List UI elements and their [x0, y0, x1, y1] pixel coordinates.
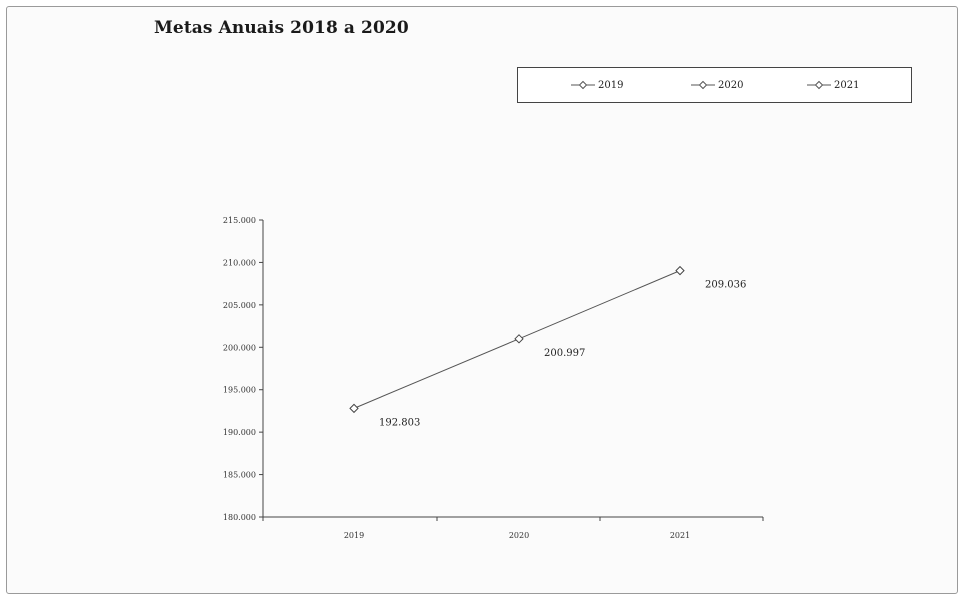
legend-item-2021: 2021 [806, 77, 859, 93]
y-tick-label: 215.000 [223, 216, 256, 225]
y-tick-label: 205.000 [223, 301, 256, 310]
y-tick-label: 210.000 [223, 258, 256, 267]
legend-marker-icon [691, 80, 715, 90]
chart-axes: 180.000 185.000 190.000 195.000 200.000 205.0… [223, 216, 764, 540]
y-tick-label: 185.000 [223, 471, 256, 480]
chart-frame [6, 6, 958, 594]
data-label: 209.036 [705, 280, 746, 291]
legend-label: 2019 [598, 79, 624, 91]
legend-label: 2020 [718, 79, 744, 91]
legend-item-2019: 2019 [570, 77, 623, 93]
y-tick-label: 200.000 [223, 343, 256, 352]
data-label: 200.997 [544, 348, 585, 359]
chart-legend: 2019 2020 2021 [517, 67, 912, 103]
data-label: 192.803 [379, 417, 420, 428]
chart-title: Metas Anuais 2018 a 2020 [154, 18, 409, 38]
legend-marker-icon [571, 80, 595, 90]
x-tick-label: 2019 [344, 531, 364, 540]
y-tick-label: 195.000 [223, 386, 256, 395]
data-point-marker [675, 265, 685, 276]
chart-series: 192.803 200.997 209.036 [349, 265, 746, 428]
x-tick-label: 2020 [509, 531, 529, 540]
legend-label: 2021 [834, 79, 860, 91]
x-tick-label: 2021 [670, 531, 690, 540]
legend-item-2020: 2020 [690, 77, 743, 93]
y-tick-label: 190.000 [223, 428, 256, 437]
data-point-marker [349, 403, 359, 414]
legend-marker-icon [807, 80, 831, 90]
y-tick-label: 180.000 [223, 513, 256, 522]
data-point-marker [514, 334, 524, 344]
